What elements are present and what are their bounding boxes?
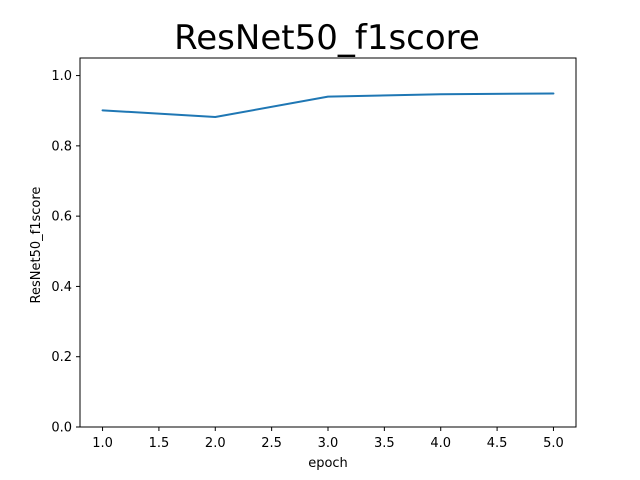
- y-tick-label: 0.4: [51, 280, 72, 295]
- series-layer: [101, 92, 555, 119]
- y-tick-label: 0.0: [51, 421, 72, 436]
- x-tick-label: 3.0: [318, 436, 339, 451]
- x-tick-label: 2.0: [205, 436, 226, 451]
- x-axis-label: epoch: [308, 456, 348, 471]
- y-tick-label: 0.6: [51, 210, 72, 225]
- x-tick-label: 1.5: [149, 436, 170, 451]
- x-tick-label: 5.0: [543, 436, 564, 451]
- x-axis: 1.0 1.5 2.0 2.5 3.0 3.5 4.0 4.5 5.0: [92, 427, 564, 451]
- y-axis-label: ResNet50_f1score: [29, 187, 44, 304]
- chart-title: ResNet50_f1score: [174, 18, 480, 58]
- x-tick-label: 2.5: [261, 436, 282, 451]
- y-tick-label: 1.0: [51, 69, 72, 84]
- series-line-0: [101, 92, 555, 119]
- x-tick-label: 1.0: [92, 436, 113, 451]
- x-tick-label: 4.5: [487, 436, 508, 451]
- y-tick-label: 0.8: [51, 139, 72, 154]
- x-tick-label: 4.0: [430, 436, 451, 451]
- x-tick-label: 3.5: [374, 436, 395, 451]
- y-axis: 0.0 0.2 0.4 0.6 0.8 1.0: [51, 69, 80, 436]
- y-tick-label: 0.2: [51, 350, 72, 365]
